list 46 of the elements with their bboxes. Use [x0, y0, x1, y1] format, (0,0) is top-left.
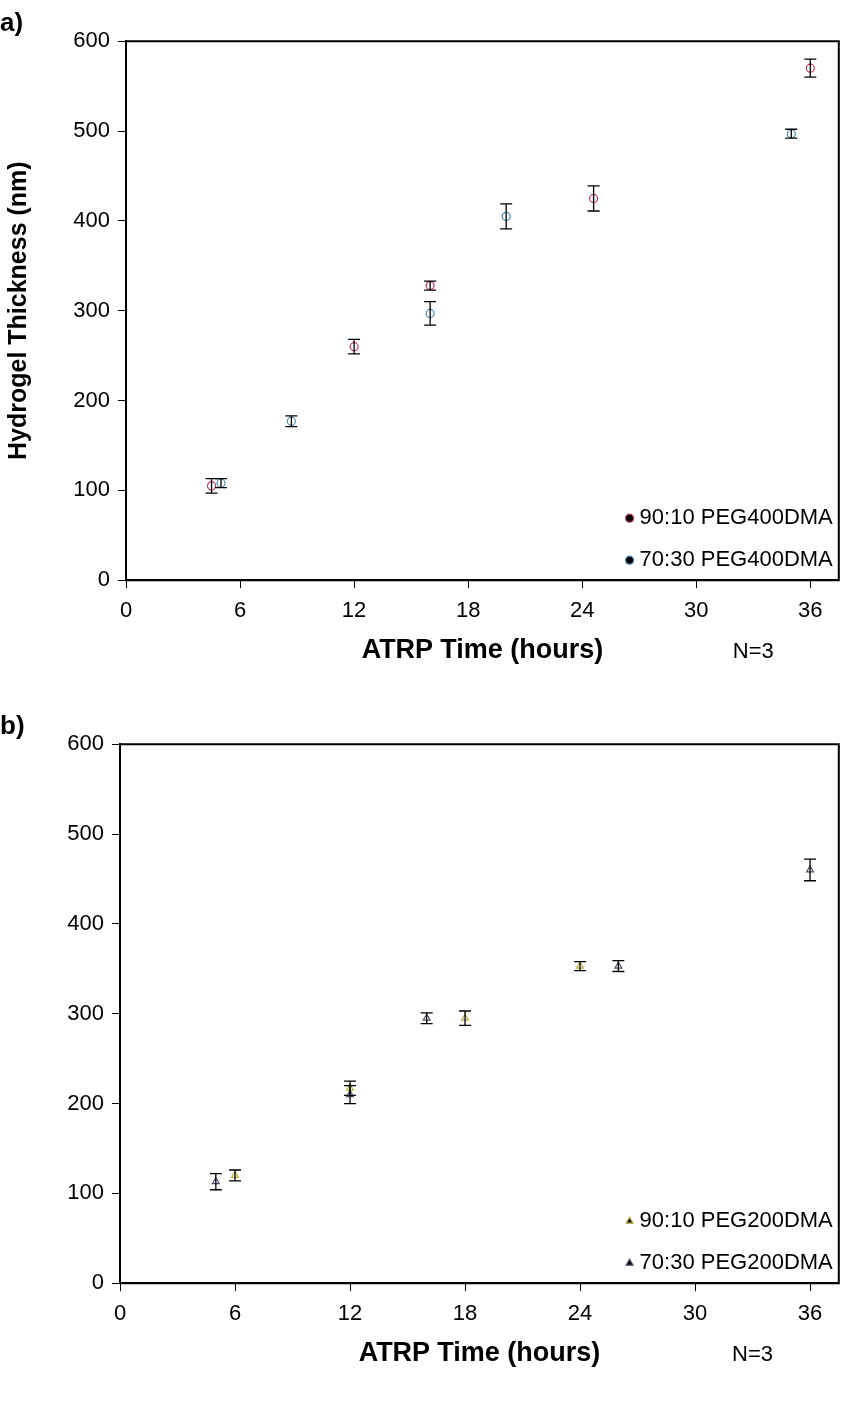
point [422, 1013, 431, 1021]
x-tick-label: 30 [682, 1300, 708, 1326]
y-tick-label: 500 [67, 820, 104, 846]
x-tick-label: 0 [113, 1300, 127, 1326]
y-tick-label: 600 [67, 730, 104, 756]
y-tick-label: 0 [91, 1269, 104, 1295]
text: N=3 [732, 638, 774, 664]
x-tick-label: 6 [228, 1300, 242, 1326]
legend-label: 90:10 PEG200DMA [639, 1207, 834, 1233]
x-tick-label: 12 [337, 1300, 363, 1326]
x-axis-title: ATRP Time (hours) [358, 1337, 601, 1368]
text: N=3 [732, 1341, 774, 1367]
x-axis-title: ATRP Time (hours) [361, 634, 604, 665]
chart-title: b) [0, 709, 25, 740]
y-tick-label: 400 [67, 909, 104, 935]
legend-label: 90:10 PEG400DMA [639, 504, 834, 530]
y-tick-label: 200 [73, 386, 110, 412]
point [460, 1013, 470, 1021]
x-tick-label: 6 [233, 597, 247, 623]
x-tick-label: 18 [452, 1300, 478, 1326]
y-tick-label: 400 [73, 206, 110, 232]
chart-title: a) [0, 6, 24, 37]
y-tick-label: 300 [73, 296, 110, 322]
y-tick-label: 500 [73, 117, 110, 143]
x-tick-label: 18 [455, 597, 481, 623]
y-tick-label: 100 [73, 476, 110, 502]
y-tick-label: 600 [73, 27, 110, 53]
point [345, 1083, 355, 1091]
y-tick-label: 100 [67, 1179, 104, 1205]
point [805, 865, 815, 873]
y-tick-label: 200 [67, 1089, 104, 1115]
legend-label: 70:30 PEG400DMA [639, 546, 834, 572]
x-tick-label: 30 [684, 597, 709, 623]
y-axis-title: Hydrogel Thickness (nm) [2, 161, 31, 461]
point [211, 1177, 220, 1185]
y-tick-label: 300 [67, 999, 104, 1025]
y-tick-label: 0 [97, 566, 110, 592]
legend-label: 70:30 PEG200DMA [639, 1249, 834, 1275]
x-tick-label: 24 [567, 1300, 593, 1326]
point [230, 1170, 240, 1178]
x-tick-label: 24 [569, 597, 595, 623]
point [614, 961, 623, 969]
x-tick-label: 0 [119, 597, 133, 623]
x-tick-label: 36 [797, 1300, 823, 1326]
x-tick-label: 36 [798, 597, 823, 623]
x-tick-label: 12 [341, 597, 367, 623]
